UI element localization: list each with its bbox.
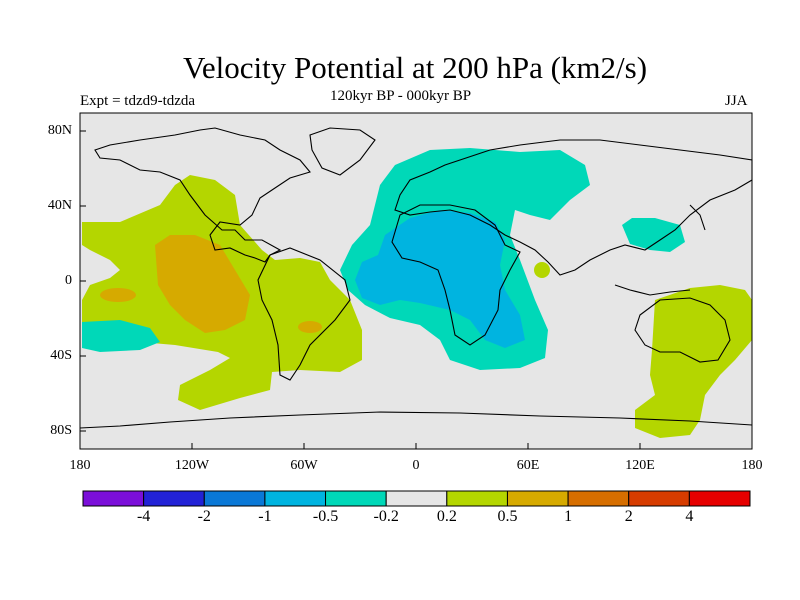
contour-fields <box>82 148 752 438</box>
colorbar-label: -1 <box>258 508 272 525</box>
coast-africa <box>391 204 521 346</box>
colorbar-label: 1 <box>564 508 573 525</box>
lon-label-120w: 120W <box>174 458 210 473</box>
negative-field-indian <box>534 262 550 278</box>
experiment-label: Expt = tdzd9-tdzda <box>80 93 196 109</box>
lon-label-60e: 60E <box>516 458 540 473</box>
lat-label-0: 0 <box>65 273 72 288</box>
colorbar-label: -0.5 <box>312 508 339 525</box>
colorbar-label: -4 <box>136 508 151 525</box>
colorbar-swatch <box>567 490 630 507</box>
colorbar-swatch <box>203 490 266 507</box>
colorbar-label: -0.2 <box>373 508 399 525</box>
season-label: JJA <box>725 93 748 109</box>
coast-eurasia <box>394 139 753 276</box>
coast-greenland <box>309 127 376 176</box>
colorbar-label: -2 <box>197 508 211 525</box>
coast-antarctica <box>79 411 753 429</box>
lon-label-180w: 180 <box>69 458 91 473</box>
colorbar-swatch <box>143 490 205 507</box>
colorbar-swatch <box>506 490 569 507</box>
lat-label-80s: 80S <box>50 423 72 438</box>
colorbar-label: 4 <box>685 508 694 525</box>
colorbar-label: 0.2 <box>436 508 457 525</box>
lon-label-0: 0 <box>412 458 420 473</box>
positive-core-small-west <box>100 288 136 302</box>
coastlines <box>79 127 753 429</box>
coast-japan <box>689 204 706 231</box>
colorbar-label: 2 <box>624 508 633 525</box>
lat-label-40s: 40S <box>50 348 72 363</box>
lon-label-60w: 60W <box>290 458 318 473</box>
colorbar <box>82 490 751 507</box>
colorbar-swatch <box>264 490 327 507</box>
coast-south-america <box>257 247 351 381</box>
negative-field-east-asia <box>622 218 685 252</box>
positive-core-small-south <box>298 321 322 333</box>
colorbar-swatch <box>688 490 751 507</box>
colorbar-label: 0.5 <box>497 508 518 525</box>
colorbar-swatch <box>325 490 387 507</box>
axis-ticks <box>79 130 753 449</box>
lon-label-180e: 180 <box>741 458 763 473</box>
map-subtitle: 120kyr BP - 000kyr BP <box>330 88 472 104</box>
map-title: Velocity Potential at 200 hPa (km2/s) <box>182 50 648 85</box>
coast-indonesia <box>614 284 691 296</box>
colorbar-swatch <box>82 490 145 507</box>
coast-north-america <box>94 127 311 263</box>
positive-core-pacific <box>155 235 250 333</box>
lon-label-120e: 120E <box>625 458 655 473</box>
colorbar-swatch <box>385 490 448 507</box>
colorbar-swatch <box>628 490 690 507</box>
coast-australia <box>634 297 731 363</box>
lat-label-80n: 80N <box>47 123 72 138</box>
negative-field-south-pacific <box>82 320 160 352</box>
positive-field-australia <box>635 285 752 438</box>
colorbar-swatch <box>446 490 508 507</box>
lat-label-40n: 40N <box>47 198 72 213</box>
negative-core-africa <box>355 210 525 348</box>
